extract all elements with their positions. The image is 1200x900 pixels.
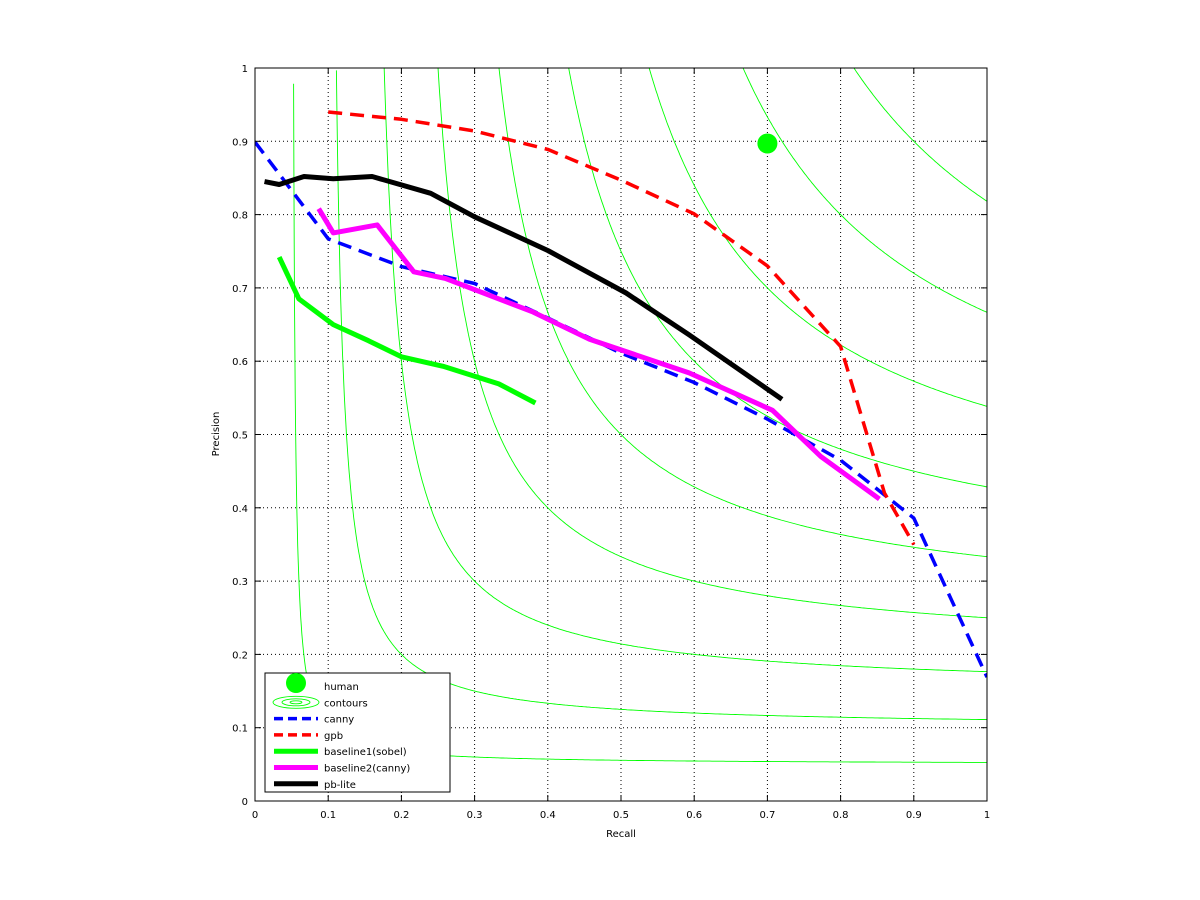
x-tick-label: 0.2 [393,810,409,821]
y-tick-label: 0.8 [232,211,248,222]
x-tick-label: 0.3 [467,810,483,821]
f-contour-line [568,68,987,488]
f-contour-line [335,70,987,721]
y-tick-label: 0.6 [232,357,248,368]
legend-swatch-contours [272,695,320,709]
x-tick-label: 0.8 [833,810,849,821]
series-line-pb-lite [264,174,784,402]
legend: human contours canny gpb baseline1(sobel) bas… [264,672,451,793]
y-tick-label: 0.9 [232,137,248,148]
y-tick-label: 0.5 [232,431,248,442]
x-tick-label: 0.5 [613,810,629,821]
f-contour-line [853,68,987,202]
series-line-baseline1-sobel- [276,256,537,406]
x-tick-label: 0.9 [906,810,922,821]
legend-label-baseline2-canny-: baseline2(canny) [324,764,410,775]
axis-ticks: 0 0.1 0.2 0.3 0.4 0.5 0.6 0.7 0.8 0.9 1 0 0.1 0.2 0.3 0… [232,64,990,821]
y-tick-label: 0 [242,797,248,808]
x-tick-label: 0.6 [686,810,702,821]
y-tick-label: 0.3 [232,577,248,588]
legend-label-pb-lite: pb-lite [324,780,356,791]
legend-label-baseline1-sobel-: baseline1(sobel) [324,747,407,758]
f-contour-line [648,68,987,407]
x-tick-label: 1 [984,810,990,821]
series-lines [255,110,987,678]
x-tick-label: 0.1 [320,810,336,821]
y-tick-label: 1 [242,64,248,75]
f-contour-line [742,68,987,313]
x-axis-title: Recall [606,829,636,840]
y-axis-title: Precision [211,412,222,457]
series-line-gpb [328,110,916,546]
series-line-canny [255,140,987,678]
f-contour-line [498,68,987,558]
f-contour-line [383,68,987,673]
x-tick-label: 0.4 [540,810,556,821]
x-tick-label: 0 [252,810,258,821]
y-tick-label: 0.2 [232,650,248,661]
f-measure-contours [293,68,987,763]
legend-label-contours: contours [324,698,368,709]
series-line-baseline2-canny- [316,207,881,502]
y-tick-label: 0.4 [232,504,248,515]
human-marker [757,133,778,154]
y-tick-label: 0.1 [232,724,248,735]
legend-label-canny: canny [324,715,354,726]
x-tick-label: 0.7 [759,810,775,821]
y-tick-label: 0.7 [232,284,248,295]
legend-label-gpb: gpb [324,731,343,742]
f-contour-line [437,68,987,619]
legend-swatch-human [286,673,306,693]
legend-label-human: human [324,682,359,693]
